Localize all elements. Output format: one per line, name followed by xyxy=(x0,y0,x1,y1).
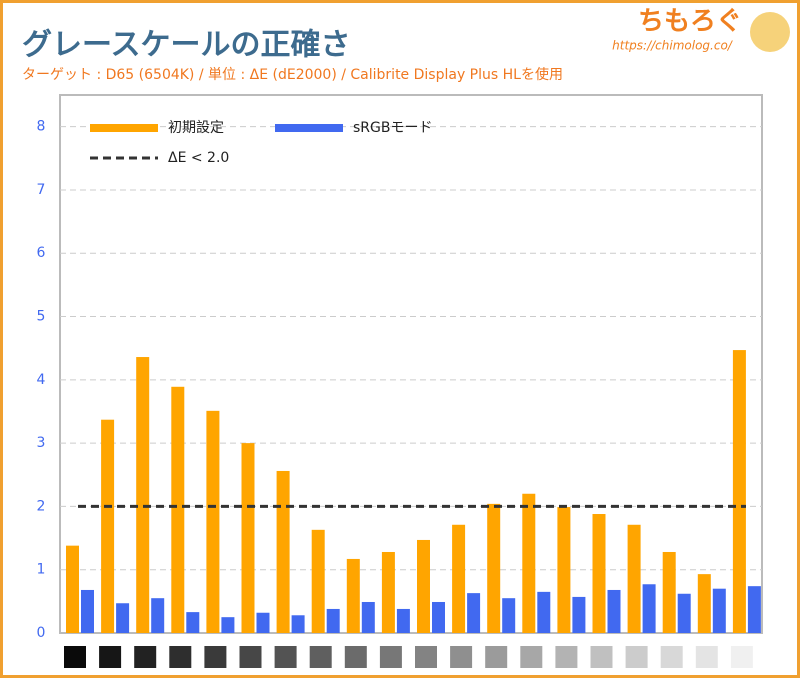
bar xyxy=(502,598,516,633)
gray-swatch xyxy=(344,646,367,668)
bar xyxy=(537,591,551,633)
gray-swatch xyxy=(730,646,753,668)
plot-area xyxy=(59,94,763,634)
bar xyxy=(417,539,430,633)
bar xyxy=(747,586,761,633)
bar xyxy=(627,524,641,633)
y-tick-label: 1 xyxy=(37,562,46,578)
gray-swatch xyxy=(695,646,718,668)
bar xyxy=(171,386,185,633)
bar xyxy=(432,601,445,633)
bar xyxy=(291,615,305,633)
y-tick-label: 4 xyxy=(37,372,46,388)
watermark-title: ちもろぐ xyxy=(638,7,742,37)
gray-swatch xyxy=(415,646,437,668)
bar xyxy=(361,601,375,633)
gray-swatch xyxy=(309,646,332,668)
gray-swatch xyxy=(204,646,227,668)
bar xyxy=(221,617,235,633)
legend-label: ΔE < 2.0 xyxy=(168,150,229,166)
bar xyxy=(677,593,691,633)
bar xyxy=(241,443,255,633)
bar xyxy=(592,514,606,633)
y-tick-label: 2 xyxy=(37,498,46,514)
gray-swatch xyxy=(485,646,508,668)
bar xyxy=(467,593,481,633)
bar xyxy=(136,357,150,633)
gray-swatch xyxy=(450,646,473,668)
watermark-url: https://chimolog.co/ xyxy=(612,39,734,53)
bar xyxy=(662,551,676,633)
bar xyxy=(276,470,290,633)
bar xyxy=(607,589,621,633)
legend-label: 初期設定 xyxy=(168,119,224,136)
y-tick-label: 3 xyxy=(37,435,46,451)
y-tick-label: 6 xyxy=(37,245,46,261)
y-tick-label: 8 xyxy=(37,119,46,135)
legend-label: sRGBモード xyxy=(353,120,432,136)
bar xyxy=(732,350,746,633)
gray-swatch xyxy=(660,646,683,668)
gray-swatch xyxy=(134,646,157,668)
gray-swatch xyxy=(239,646,262,668)
bar xyxy=(572,596,586,633)
gray-swatch xyxy=(274,646,297,668)
bar xyxy=(381,551,395,633)
gray-swatch xyxy=(379,646,402,668)
bar xyxy=(557,507,571,633)
bar xyxy=(642,584,656,633)
gray-swatch xyxy=(520,646,543,668)
bar xyxy=(326,608,340,633)
gray-swatch xyxy=(64,646,86,668)
gray-swatch xyxy=(555,646,578,668)
bar xyxy=(311,529,325,633)
bar xyxy=(206,410,220,633)
gray-swatch xyxy=(99,646,122,668)
bar xyxy=(101,419,115,633)
bar xyxy=(151,598,165,633)
chart-title: グレースケールの正確さ xyxy=(22,28,351,63)
bar xyxy=(186,612,200,633)
bar xyxy=(346,558,360,633)
bar xyxy=(697,574,711,633)
gray-swatch xyxy=(625,646,648,668)
y-tick-label: 0 xyxy=(37,625,46,641)
gray-swatch xyxy=(590,646,613,668)
mascot xyxy=(750,12,790,52)
bar xyxy=(116,603,130,633)
chart-subtitle: ターゲット : D65 (6504K) / 単位 : ΔE (dE2000) /… xyxy=(22,66,563,83)
bar xyxy=(452,524,466,633)
bar xyxy=(66,545,79,633)
bar xyxy=(396,608,410,633)
bar xyxy=(81,589,94,633)
bar xyxy=(487,503,501,633)
bar xyxy=(256,612,270,633)
bar xyxy=(712,588,726,633)
bar xyxy=(522,493,536,633)
y-tick-label: 7 xyxy=(37,182,46,198)
y-tick-label: 5 xyxy=(37,309,46,325)
gray-swatch xyxy=(169,646,192,668)
